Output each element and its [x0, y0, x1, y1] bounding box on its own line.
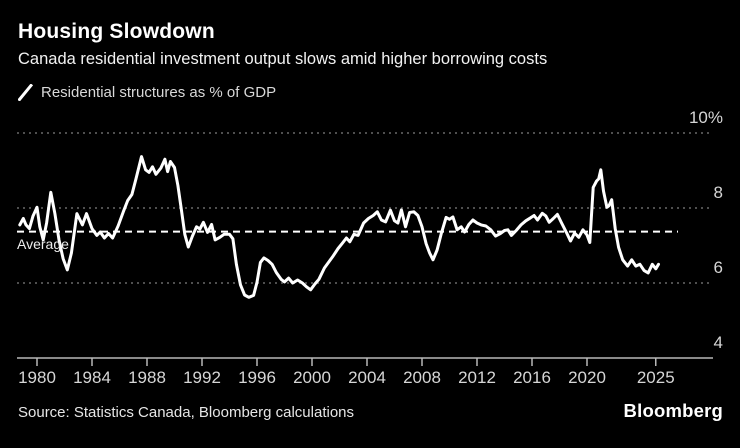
series-line — [18, 155, 660, 299]
series-slash-marker-icon — [18, 84, 33, 101]
source-credit: Source: Statistics Canada, Bloomberg cal… — [18, 404, 355, 421]
x-axis-label: 1996 — [238, 368, 276, 387]
chart-subtitle: Canada residential investment output slo… — [18, 50, 548, 68]
x-axis-label: 2012 — [458, 368, 496, 387]
bloomberg-logo: Bloomberg — [623, 400, 723, 421]
x-axis-label: 1984 — [73, 368, 111, 387]
x-axis-label: 2020 — [568, 368, 606, 387]
x-axis-label: 2016 — [513, 368, 551, 387]
legend-series-label: Residential structures as % of GDP — [41, 84, 277, 101]
x-axis-label: 1988 — [128, 368, 166, 387]
y-axis-label: 6 — [713, 258, 723, 277]
x-axis-label: 1980 — [18, 368, 56, 387]
x-axis-label: 1992 — [183, 368, 221, 387]
average-line-label: Average — [17, 235, 69, 252]
x-axis-label: 2000 — [293, 368, 331, 387]
y-axis-label: 10% — [688, 108, 723, 127]
y-axis-label: 8 — [713, 183, 723, 202]
y-axis-label: 4 — [713, 333, 723, 352]
x-axis-label: 2008 — [403, 368, 441, 387]
chart-title: Housing Slowdown — [18, 20, 215, 43]
x-axis-label: 2025 — [636, 368, 675, 387]
legend: Residential structures as % of GDP — [18, 84, 276, 101]
x-axis-label: 2004 — [348, 368, 386, 387]
